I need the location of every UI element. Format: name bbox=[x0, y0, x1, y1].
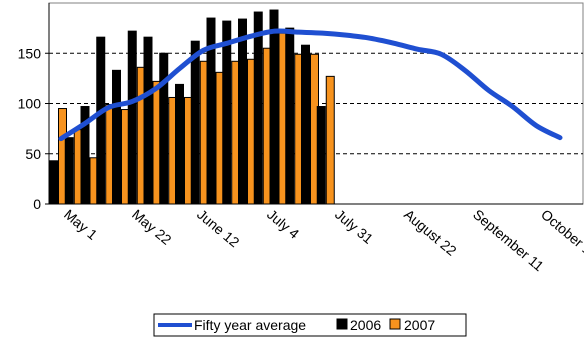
x-tick-label: July 31 bbox=[332, 206, 376, 247]
bar-2006 bbox=[175, 83, 184, 205]
x-tick-label: September 11 bbox=[470, 206, 547, 274]
bar-2006 bbox=[112, 69, 121, 205]
bar-2006 bbox=[316, 106, 326, 205]
bar-2006 bbox=[269, 9, 279, 205]
legend-avg-label: Fifty year average bbox=[194, 317, 306, 333]
y-tick-label: 100 bbox=[18, 96, 42, 112]
legend-2007-label: 2007 bbox=[404, 317, 435, 333]
bar-2006 bbox=[238, 18, 247, 205]
bar-2006 bbox=[301, 44, 310, 205]
bar-2006 bbox=[222, 20, 232, 205]
y-tick-label: 50 bbox=[25, 146, 41, 162]
average-line bbox=[58, 28, 563, 142]
legend: Fifty year average 2006 2007 bbox=[153, 313, 467, 337]
x-tick-label: June 12 bbox=[194, 206, 243, 250]
x-tick-label: August 22 bbox=[401, 206, 460, 259]
legend-2006-label: 2006 bbox=[350, 317, 381, 333]
x-tick-label: July 4 bbox=[264, 206, 302, 242]
y-axis: 0 50 100 150 bbox=[18, 45, 49, 212]
x-tick-label: October 1 bbox=[538, 206, 584, 258]
bar-2006 bbox=[143, 36, 153, 205]
legend-2006-swatch bbox=[336, 318, 348, 330]
bar-2006 bbox=[64, 137, 74, 205]
legend-2007-swatch bbox=[389, 318, 401, 330]
bar-2006 bbox=[127, 30, 137, 205]
x-tick-label: May 1 bbox=[61, 206, 101, 243]
bar-2006 bbox=[96, 36, 106, 205]
bar-2006 bbox=[190, 40, 200, 205]
legend-box bbox=[153, 313, 467, 337]
y-tick-label: 0 bbox=[33, 196, 41, 212]
bar-2007 bbox=[325, 75, 335, 205]
bar-2006 bbox=[253, 11, 263, 205]
bar-2006 bbox=[159, 52, 169, 205]
bar-2006 bbox=[285, 27, 295, 205]
x-axis: May 1 May 22 June 12 July 4 July 31 August 22… bbox=[61, 206, 584, 274]
bar-2006 bbox=[49, 160, 58, 205]
x-tick-label: May 22 bbox=[129, 206, 175, 248]
average-line-path bbox=[58, 28, 563, 142]
y-tick-label: 150 bbox=[18, 45, 42, 61]
